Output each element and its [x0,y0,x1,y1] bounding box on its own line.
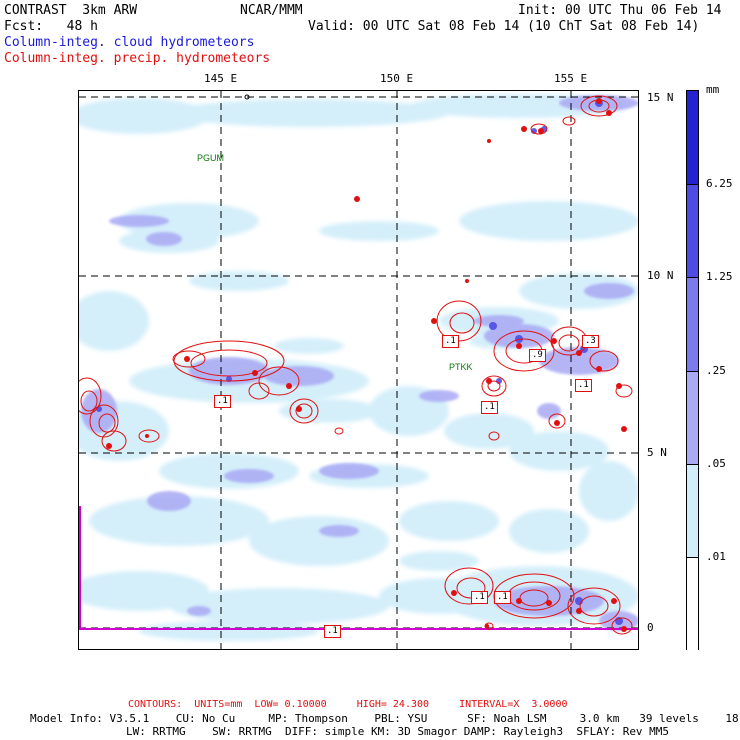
lon-label-145: 145 E [204,72,238,85]
contour-label: .1 [575,379,592,392]
colorbar-label-.01: .01 [706,550,726,563]
colorbar [686,90,699,651]
colorbar-label-6.25: 6.25 [706,177,733,190]
colorbar-segment [687,464,698,557]
colorbar-label-.05: .05 [706,457,726,470]
station-label-pgum: PGUM [197,153,224,163]
lat-label-5n: 5 N [647,446,667,459]
contour-label: .3 [582,335,599,348]
colorbar-segment [687,371,698,464]
colorbar-segment [687,184,698,277]
contour-label: .9 [529,349,546,362]
field-cloud-title: Column-integ. cloud hydrometeors [4,35,255,50]
colorbar-unit: mm [706,83,720,96]
model-info-line-2: LW: RRTMG SW: RRTMG DIFF: simple KM: 3D … [126,725,670,738]
map-panel: .1 .1 .1 .1 .9 .3 .1 .1 .1 PGUM PTKK [78,90,639,650]
lat-label-0: 0 [647,621,654,634]
colorbar-label-.25: .25 [706,364,726,377]
init-time: Init: 00 UTC Thu 06 Feb 14 [518,3,722,18]
colorbar-segment [687,277,698,371]
valid-time: Valid: 00 UTC Sat 08 Feb 14 (10 ChT Sat … [308,19,700,34]
lon-label-155: 155 E [554,72,588,85]
lon-label-150: 150 E [380,72,414,85]
contour-label: .1 [324,625,341,638]
contour-label: .1 [442,335,459,348]
domain-boundary [79,506,638,630]
contour-label: .1 [494,591,511,604]
precip-cores [106,98,627,632]
station-label-ptkk: PTKK [449,362,473,372]
contour-info: CONTOURS: UNITS=mm LOW= 0.10000 HIGH= 24… [128,699,568,710]
contour-label: .1 [481,401,498,414]
map-canvas [79,91,638,649]
model-title: CONTRAST 3km ARW [4,3,138,18]
lat-label-15n: 15 N [647,91,674,104]
colorbar-segment [687,557,698,651]
field-precip-title: Column-integ. precip. hydrometeors [4,51,271,66]
organization: NCAR/MMM [240,3,303,18]
colorbar-label-1.25: 1.25 [706,270,733,283]
colorbar-segment [687,91,698,184]
forecast-hour: Fcst: 48 h [4,19,98,34]
precip-contours [79,95,633,635]
contour-label: .1 [214,395,231,408]
lat-label-10n: 10 N [647,269,674,282]
map-marker-dot [244,94,250,100]
contour-label: .1 [471,591,488,604]
model-info-line-1: Model Info: V3.5.1 CU: No Cu MP: Thompso… [30,712,740,725]
cloud-field-light [79,94,638,641]
